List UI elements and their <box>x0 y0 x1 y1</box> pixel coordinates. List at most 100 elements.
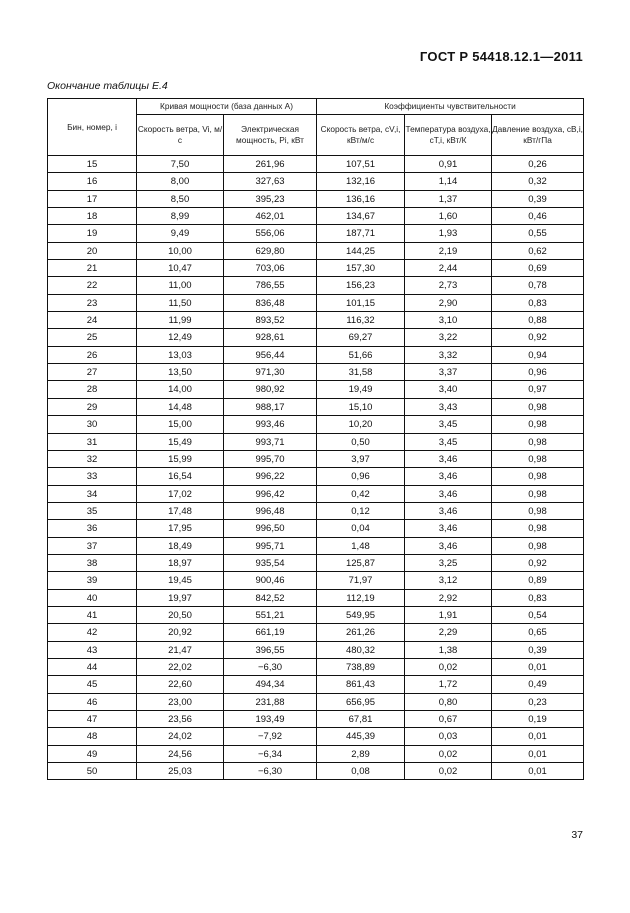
cell-c-temp: 0,80 <box>404 692 493 712</box>
cell-c-temp: 1,60 <box>404 207 493 226</box>
table-row: 34 17,02 996,42 0,42 3,46 0,98 <box>47 484 585 503</box>
cell-c-pressure: 0,97 <box>491 380 585 399</box>
cell-c-pressure: 0,39 <box>491 640 585 659</box>
cell-c-pressure: 0,98 <box>491 397 585 417</box>
cell-wind-speed: 8,00 <box>136 172 224 191</box>
cell-wind-speed: 14,48 <box>136 397 224 417</box>
table-row: 32 15,99 995,70 3,97 3,46 0,98 <box>47 449 585 469</box>
cell-wind-speed: 20,50 <box>136 605 224 625</box>
table-row: 38 18,97 935,54 125,87 3,25 0,92 <box>47 553 585 573</box>
cell-power: 996,22 <box>222 467 318 486</box>
table-row: 29 14,48 988,17 15,10 3,43 0,98 <box>47 397 585 417</box>
table-row: 36 17,95 996,50 0,04 3,46 0,98 <box>47 519 585 538</box>
cell-c-pressure: 0,19 <box>491 709 585 729</box>
cell-bin: 43 <box>47 640 137 659</box>
table-row: 42 20,92 661,19 261,26 2,29 0,65 <box>47 623 585 642</box>
cell-power: 786,55 <box>222 276 318 295</box>
table-row: 21 10,47 703,06 157,30 2,44 0,69 <box>47 259 585 278</box>
cell-c-wind: 134,67 <box>316 207 406 226</box>
cell-wind-speed: 10,00 <box>136 241 224 261</box>
table-row: 41 20,50 551,21 549,95 1,91 0,54 <box>47 605 585 625</box>
cell-c-temp: 1,93 <box>404 224 493 243</box>
cell-c-wind: 157,30 <box>316 259 406 278</box>
header-power: Электрическая мощность, Pi, кВт <box>222 114 318 156</box>
table-row: 39 19,45 900,46 71,97 3,12 0,89 <box>47 571 585 590</box>
cell-wind-speed: 19,97 <box>136 588 224 607</box>
cell-c-temp: 1,72 <box>404 675 493 694</box>
cell-wind-speed: 9,49 <box>136 224 224 243</box>
cell-c-temp: 0,02 <box>404 744 493 764</box>
cell-power: 193,49 <box>222 709 318 729</box>
cell-power: 993,46 <box>222 415 318 434</box>
cell-power: 494,34 <box>222 675 318 694</box>
table-row: 46 23,00 231,88 656,95 0,80 0,23 <box>47 692 585 712</box>
cell-c-wind: 1,48 <box>316 536 406 555</box>
table-caption: Окончание таблицы Е.4 <box>47 80 168 92</box>
cell-c-temp: 2,29 <box>404 623 493 642</box>
table-row: 24 11,99 893,52 116,32 3,10 0,88 <box>47 311 585 330</box>
cell-c-pressure: 0,98 <box>491 536 585 555</box>
table-row: 48 24,02 −7,92 445,39 0,03 0,01 <box>47 727 585 746</box>
cell-c-pressure: 0,46 <box>491 207 585 226</box>
cell-c-temp: 1,14 <box>404 172 493 191</box>
cell-c-temp: 3,12 <box>404 571 493 590</box>
cell-power: 935,54 <box>222 553 318 573</box>
cell-bin: 47 <box>47 709 137 729</box>
cell-wind-speed: 13,03 <box>136 345 224 365</box>
cell-c-wind: 738,89 <box>316 657 406 677</box>
cell-c-wind: 3,97 <box>316 449 406 469</box>
table-row: 17 8,50 395,23 136,16 1,37 0,39 <box>47 189 585 209</box>
cell-bin: 18 <box>47 207 137 226</box>
cell-power: 988,17 <box>222 397 318 417</box>
table-row: 26 13,03 956,44 51,66 3,32 0,94 <box>47 345 585 365</box>
cell-bin: 16 <box>47 172 137 191</box>
header-power-curve-group: Кривая мощности (база данных А) <box>135 98 318 115</box>
table-row: 50 25,03 −6,30 0,08 0,02 0,01 <box>47 762 585 781</box>
cell-c-wind: 549,95 <box>316 605 406 625</box>
cell-c-temp: 0,02 <box>404 657 493 677</box>
cell-bin: 37 <box>47 536 137 555</box>
cell-bin: 41 <box>47 605 137 625</box>
cell-c-wind: 0,08 <box>316 762 406 781</box>
cell-power: 971,30 <box>222 363 318 382</box>
cell-bin: 15 <box>47 154 137 174</box>
cell-bin: 28 <box>47 380 137 399</box>
cell-c-wind: 51,66 <box>316 345 406 365</box>
cell-bin: 25 <box>47 328 137 347</box>
cell-wind-speed: 18,49 <box>136 536 224 555</box>
cell-c-wind: 112,19 <box>316 588 406 607</box>
cell-power: 980,92 <box>222 380 318 399</box>
cell-power: 556,06 <box>222 224 318 243</box>
cell-c-wind: 0,12 <box>316 501 406 521</box>
cell-wind-speed: 14,00 <box>136 380 224 399</box>
cell-wind-speed: 20,92 <box>136 623 224 642</box>
cell-bin: 40 <box>47 588 137 607</box>
table-row: 25 12,49 928,61 69,27 3,22 0,92 <box>47 328 585 347</box>
cell-c-pressure: 0,92 <box>491 328 585 347</box>
cell-wind-speed: 25,03 <box>136 762 224 781</box>
sensitivity-table: Бин, номер, i Кривая мощности (база данн… <box>47 98 585 781</box>
cell-c-wind: 144,25 <box>316 241 406 261</box>
cell-bin: 30 <box>47 415 137 434</box>
header-sensitivity-group: Коэффициенты чувствительности <box>316 98 585 115</box>
cell-c-pressure: 0,98 <box>491 467 585 486</box>
cell-power: 900,46 <box>222 571 318 590</box>
cell-c-pressure: 0,01 <box>491 727 585 746</box>
cell-c-temp: 3,40 <box>404 380 493 399</box>
table-row: 37 18,49 995,71 1,48 3,46 0,98 <box>47 536 585 555</box>
cell-bin: 33 <box>47 467 137 486</box>
cell-c-temp: 0,02 <box>404 762 493 781</box>
table-row: 30 15,00 993,46 10,20 3,45 0,98 <box>47 415 585 434</box>
cell-power: 551,21 <box>222 605 318 625</box>
cell-wind-speed: 8,50 <box>136 189 224 209</box>
cell-c-temp: 1,37 <box>404 189 493 209</box>
cell-wind-speed: 17,48 <box>136 501 224 521</box>
cell-power: 261,96 <box>222 154 318 174</box>
cell-bin: 29 <box>47 397 137 417</box>
cell-c-wind: 116,32 <box>316 311 406 330</box>
document-code: ГОСТ Р 54418.12.1—2011 <box>419 49 583 64</box>
cell-c-pressure: 0,01 <box>491 762 585 781</box>
header-c-wind: Скорость ветра, cV,i, кВт/м/с <box>316 114 406 156</box>
cell-c-wind: 136,16 <box>316 189 406 209</box>
table-row: 15 7,50 261,96 107,51 0,91 0,26 <box>47 154 585 174</box>
